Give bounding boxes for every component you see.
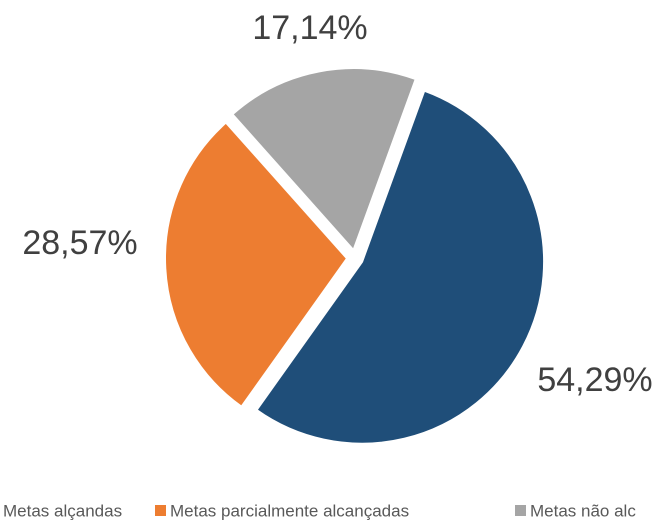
pie-slice	[164, 121, 349, 409]
legend-swatch	[155, 505, 166, 516]
value-label: 54,29%	[537, 361, 652, 399]
value-label: 17,14%	[252, 9, 367, 47]
legend-label: Metas alçandas	[3, 501, 122, 520]
pie-slice	[230, 67, 418, 253]
pie-slice	[255, 89, 546, 445]
legend-swatch	[515, 505, 526, 516]
legend-label: Metas parcialmente alcançadas	[170, 501, 409, 520]
legend-label: Metas não alc	[530, 501, 636, 520]
value-label: 28,57%	[22, 224, 137, 262]
